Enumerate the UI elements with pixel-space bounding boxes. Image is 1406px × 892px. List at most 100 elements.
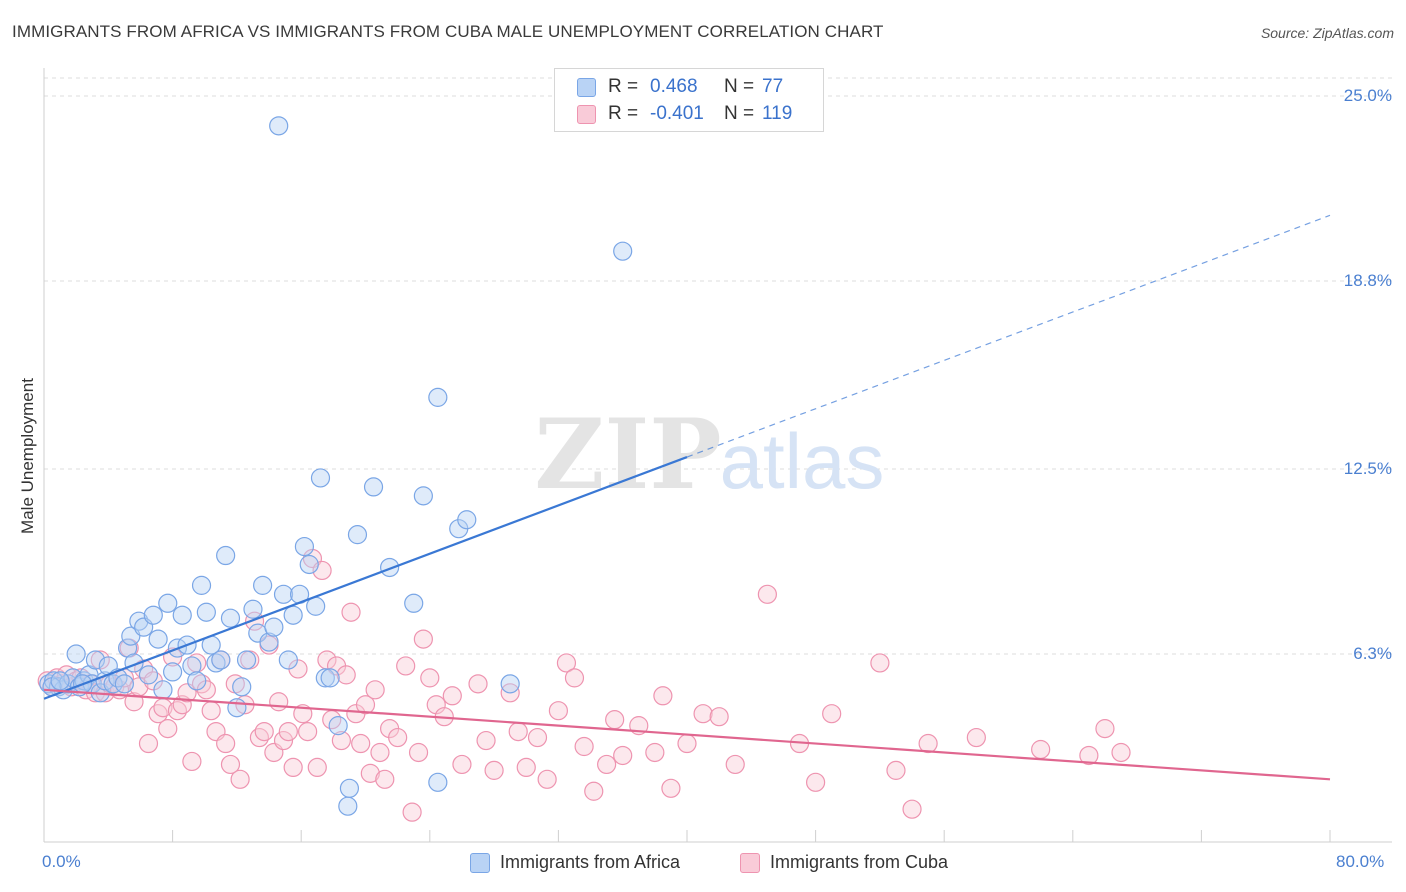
cuba-point bbox=[918, 733, 938, 754]
cuba-point bbox=[556, 653, 577, 673]
africa-point bbox=[253, 575, 273, 595]
cuba-point bbox=[182, 751, 202, 772]
africa-point bbox=[269, 116, 289, 136]
cuba-point bbox=[613, 745, 633, 766]
cuba-point bbox=[216, 733, 236, 754]
africa-point bbox=[315, 668, 335, 688]
africa-point bbox=[187, 671, 207, 691]
africa-point bbox=[457, 510, 477, 530]
cuba-point bbox=[341, 602, 361, 622]
cuba-point bbox=[336, 665, 356, 685]
cuba-point bbox=[1111, 742, 1131, 763]
cuba-point bbox=[413, 629, 433, 649]
cuba-point bbox=[452, 754, 472, 775]
africa-trend-line bbox=[43, 456, 688, 700]
cuba-point bbox=[278, 721, 298, 742]
africa-point bbox=[363, 477, 384, 497]
legend-swatch-africa bbox=[577, 77, 596, 97]
cuba-point bbox=[966, 727, 986, 748]
africa-point bbox=[338, 796, 358, 816]
africa-point bbox=[243, 599, 263, 619]
africa-trend-extension bbox=[686, 214, 1331, 458]
cuba-point bbox=[1031, 739, 1051, 760]
legend-r-label: R = bbox=[608, 76, 639, 97]
cuba-point bbox=[365, 680, 385, 700]
cuba-point bbox=[709, 707, 729, 727]
africa-point bbox=[211, 650, 231, 670]
africa-point bbox=[428, 772, 448, 792]
africa-point bbox=[143, 605, 163, 625]
africa-point bbox=[299, 554, 319, 575]
africa-point bbox=[114, 674, 134, 694]
legend-n-label: N = bbox=[724, 103, 755, 124]
cuba-point bbox=[605, 710, 625, 730]
africa-point bbox=[320, 668, 340, 688]
cuba-point bbox=[902, 799, 922, 819]
legend-item-cuba[interactable]: Immigrants from Cuba bbox=[740, 852, 948, 873]
africa-point bbox=[158, 593, 178, 613]
cuba-point bbox=[597, 754, 617, 775]
x-tick-min: 0.0% bbox=[42, 852, 81, 871]
data-points bbox=[37, 116, 1131, 822]
legend-label-cuba: Immigrants from Cuba bbox=[770, 852, 949, 872]
legend-n-value: 77 bbox=[762, 76, 784, 97]
cuba-trend-line bbox=[43, 688, 1331, 781]
cuba-point bbox=[408, 742, 429, 763]
cuba-point bbox=[574, 736, 594, 757]
africa-point bbox=[66, 644, 86, 664]
cuba-point bbox=[1095, 719, 1115, 739]
legend-swatch-cuba bbox=[577, 104, 596, 124]
cuba-point bbox=[584, 781, 604, 801]
source-label: Source: ZipAtlas.com bbox=[1260, 25, 1394, 41]
cuba-point bbox=[420, 668, 440, 688]
legend-item-africa[interactable]: Immigrants from Africa bbox=[470, 852, 680, 873]
cuba-point bbox=[870, 653, 890, 673]
cuba-point bbox=[725, 754, 745, 775]
legend-row-africa: R = 0.468 N = 77 bbox=[577, 75, 783, 99]
cuba-point bbox=[757, 584, 777, 604]
x-tick-max: 80.0% bbox=[1336, 852, 1385, 871]
legend-r-value: -0.401 bbox=[650, 103, 704, 124]
africa-point bbox=[153, 680, 173, 700]
africa-point bbox=[404, 593, 424, 613]
africa-point bbox=[182, 656, 202, 676]
africa-point bbox=[380, 557, 400, 578]
cuba-point bbox=[201, 701, 221, 721]
cuba-point bbox=[564, 668, 585, 688]
africa-point bbox=[236, 650, 257, 670]
africa-point bbox=[191, 575, 212, 595]
cuba-point bbox=[269, 692, 289, 712]
cuba-point bbox=[355, 695, 376, 715]
cuba-point bbox=[138, 733, 159, 754]
africa-point bbox=[50, 671, 70, 691]
legend-row-cuba: R = -0.401 N = 119 bbox=[577, 102, 792, 126]
africa-point bbox=[172, 605, 192, 625]
africa-point bbox=[347, 525, 368, 545]
y-tick-label: 25.0% bbox=[1343, 86, 1392, 105]
cuba-point bbox=[476, 730, 496, 751]
legend-swatch-cuba bbox=[740, 852, 760, 873]
africa-point bbox=[310, 468, 331, 488]
legend-label-africa: Immigrants from Africa bbox=[500, 852, 681, 872]
cuba-point bbox=[1079, 745, 1099, 766]
legend-n-label: N = bbox=[724, 76, 755, 97]
cuba-point bbox=[805, 772, 826, 792]
africa-point bbox=[216, 545, 236, 566]
watermark-atlas: atlas bbox=[720, 417, 885, 505]
africa-point bbox=[138, 665, 159, 685]
legend-r-value: 0.468 bbox=[650, 76, 698, 97]
africa-point bbox=[413, 486, 433, 506]
africa-point bbox=[339, 778, 360, 798]
cuba-point bbox=[370, 742, 390, 763]
cuba-point bbox=[298, 721, 318, 742]
cuba-point bbox=[283, 757, 303, 778]
africa-point bbox=[196, 602, 216, 622]
cuba-point bbox=[537, 769, 557, 789]
axes bbox=[43, 68, 1392, 843]
cuba-point bbox=[402, 802, 422, 822]
africa-point bbox=[294, 536, 315, 557]
africa-point bbox=[264, 617, 284, 637]
cuba-point bbox=[886, 760, 906, 780]
cuba-point bbox=[508, 721, 528, 742]
